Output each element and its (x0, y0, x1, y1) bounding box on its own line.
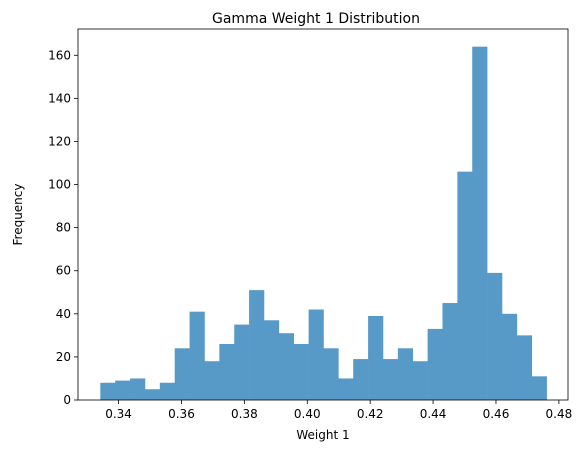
histogram-bar (263, 320, 280, 400)
x-tick-label: 0.44 (420, 407, 447, 421)
histogram-bar (115, 380, 131, 400)
histogram-bar (397, 348, 414, 400)
y-tick-label: 100 (48, 178, 71, 192)
histogram-bar (382, 359, 399, 400)
histogram-bar (368, 315, 384, 400)
bars-group (100, 46, 547, 401)
histogram-bar (100, 382, 116, 400)
x-tick-label: 0.34 (105, 407, 132, 421)
histogram-bar (278, 333, 295, 400)
y-axis-label: Frequency (11, 184, 25, 246)
histogram-bar (427, 328, 443, 400)
x-tick-label: 0.48 (546, 407, 573, 421)
histogram-bar (531, 376, 547, 400)
histogram-bar (457, 171, 473, 400)
histogram-bar (189, 311, 205, 400)
histogram-bar (338, 378, 354, 400)
histogram-bar (442, 303, 458, 400)
y-tick-label: 80 (56, 221, 71, 235)
histogram-bar (234, 324, 250, 400)
histogram-bar (130, 378, 146, 400)
histogram-bar (159, 382, 176, 400)
histogram-bar (472, 46, 488, 401)
y-axis-ticks: 0 20 40 60 80 100 120 140 160 (48, 48, 78, 407)
histogram-bar (219, 343, 235, 400)
histogram-bar (323, 348, 339, 400)
y-tick-label: 0 (63, 393, 71, 407)
x-tick-label: 0.36 (168, 407, 195, 421)
histogram-bar (308, 309, 324, 400)
chart-title: Gamma Weight 1 Distribution (212, 11, 420, 27)
histogram-bar (144, 389, 161, 400)
x-tick-label: 0.46 (483, 407, 510, 421)
y-tick-label: 140 (48, 91, 71, 105)
y-tick-label: 20 (56, 350, 71, 364)
histogram-bar (353, 359, 369, 400)
histogram-bar (293, 343, 309, 400)
histogram-bar (412, 361, 428, 400)
histogram-bar (174, 348, 190, 400)
axes-frame (77, 28, 569, 401)
x-tick-label: 0.38 (231, 407, 258, 421)
histogram-bar (501, 313, 518, 400)
histogram-bar (249, 290, 265, 400)
y-tick-label: 40 (56, 307, 71, 321)
histogram-bar (204, 361, 220, 400)
x-tick-label: 0.40 (294, 407, 321, 421)
y-tick-label: 160 (48, 48, 71, 62)
y-tick-label: 120 (48, 134, 71, 148)
x-axis-label: Weight 1 (296, 428, 349, 442)
histogram-bar (516, 335, 533, 400)
histogram-bar (487, 272, 503, 400)
y-tick-label: 60 (56, 264, 71, 278)
x-tick-label: 0.42 (357, 407, 384, 421)
x-axis-ticks: 0.34 0.36 0.38 0.40 0.42 0.44 0.46 0.48 (105, 400, 572, 421)
